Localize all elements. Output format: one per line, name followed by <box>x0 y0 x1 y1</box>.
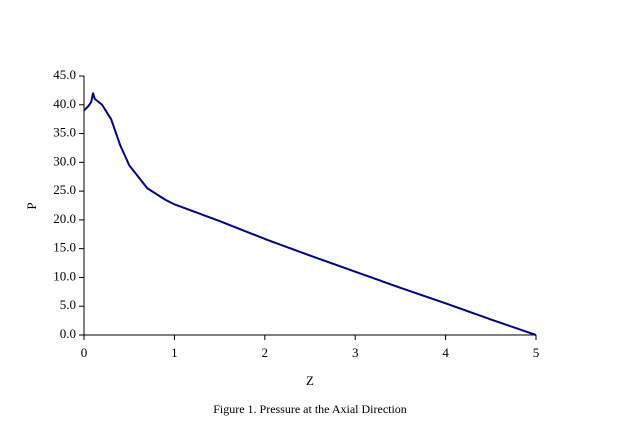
x-tick-label: 2 <box>262 345 269 360</box>
x-tick-label: 4 <box>442 345 449 360</box>
x-tick-label: 0 <box>81 345 88 360</box>
y-tick-label: 5.0 <box>60 297 76 312</box>
y-tick-label: 45.0 <box>53 67 76 82</box>
x-tick-label: 5 <box>533 345 540 360</box>
y-tick-label: 35.0 <box>53 125 76 140</box>
y-tick-label: 40.0 <box>53 96 76 111</box>
y-tick-label: 20.0 <box>53 211 76 226</box>
y-tick-label: 15.0 <box>53 240 76 255</box>
y-tick-label: 30.0 <box>53 153 76 168</box>
x-axis-title: Z <box>306 373 314 388</box>
y-tick-label: 10.0 <box>53 268 76 283</box>
y-tick-label: 25.0 <box>53 182 76 197</box>
x-tick-label: 3 <box>352 345 359 360</box>
caption: Figure 1. Pressure at the Axial Directio… <box>213 402 407 416</box>
y-axis-title: P <box>24 202 39 209</box>
x-tick-label: 1 <box>171 345 178 360</box>
y-tick-label: 0.0 <box>60 326 76 341</box>
line-series <box>83 92 537 336</box>
